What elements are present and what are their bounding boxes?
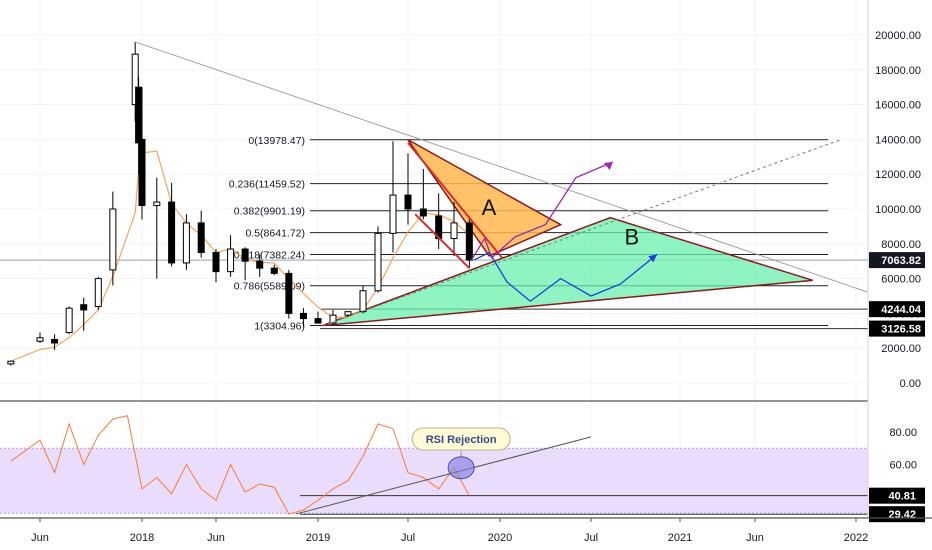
candle-body bbox=[182, 222, 190, 264]
rsi-band bbox=[0, 448, 868, 514]
candle-body bbox=[65, 307, 73, 334]
fib-level-label: 0(13978.47) bbox=[248, 135, 305, 147]
rsi-tick-label: 60.00 bbox=[889, 460, 917, 472]
time-axis[interactable]: Jun 2018 Jun 2019 Jul 2020 Jul 2021 Jun 2022 bbox=[0, 517, 932, 544]
triangle-zones bbox=[322, 139, 813, 327]
price-tag-box bbox=[869, 252, 925, 269]
fib-level-label: 0.382(9901.19) bbox=[234, 206, 305, 218]
bullish-arrow-head bbox=[603, 162, 613, 171]
triangle-zone-b bbox=[322, 216, 813, 327]
candle-body bbox=[138, 138, 146, 207]
fib-level-label: 0.236(11459.52) bbox=[229, 179, 305, 191]
candle-body bbox=[270, 267, 278, 274]
candle-body bbox=[359, 290, 367, 313]
long-term-trendline bbox=[135, 41, 931, 314]
time-tick-label: 2018 bbox=[130, 532, 154, 544]
candle-body bbox=[285, 272, 293, 314]
candle-body bbox=[94, 278, 102, 307]
time-tick-label: Jun bbox=[31, 532, 49, 544]
candle-body bbox=[109, 208, 117, 271]
price-tag-label: 3126.58 bbox=[881, 324, 921, 336]
fib-level-label: 0.618(7382.24) bbox=[234, 250, 305, 262]
fib-level-label: 0.5(8641.72) bbox=[245, 228, 305, 240]
candle-body bbox=[299, 312, 307, 320]
price-tag-box bbox=[869, 320, 925, 337]
triangle-zone-a bbox=[407, 139, 563, 257]
rsi-trendline bbox=[295, 436, 592, 515]
rsi-rejection-marker bbox=[447, 456, 475, 480]
candle-body bbox=[450, 222, 458, 240]
time-tick-label: Jul bbox=[401, 532, 415, 544]
time-tick-label: 2019 bbox=[306, 532, 330, 544]
rsi-panel: RSI Rejection bbox=[0, 400, 932, 515]
range-arrow-head bbox=[648, 254, 658, 263]
price-tick-label: 20000.00 bbox=[875, 30, 921, 42]
candle-body bbox=[212, 252, 220, 273]
candle-body bbox=[36, 337, 44, 342]
candle-body bbox=[256, 260, 264, 269]
candle-body bbox=[241, 248, 249, 262]
candle-body bbox=[80, 304, 88, 311]
candle-body bbox=[51, 339, 59, 344]
time-tick-label: Jun bbox=[207, 532, 225, 544]
candlesticks bbox=[7, 41, 473, 366]
channel-lower-line bbox=[414, 213, 471, 269]
rsi-tag-label: 40.81 bbox=[888, 491, 916, 503]
price-tag-label: 4244.04 bbox=[881, 304, 922, 316]
candle-body bbox=[389, 194, 397, 234]
channel-upper-line bbox=[407, 142, 503, 259]
price-tick-label: 14000.00 bbox=[875, 134, 921, 146]
time-tick-label: 2020 bbox=[488, 532, 512, 544]
time-tick-label: Jun bbox=[746, 532, 764, 544]
time-tick-label: 2021 bbox=[668, 532, 692, 544]
fib-level-label: 0.786(5589.09) bbox=[234, 281, 305, 293]
candle-body bbox=[404, 194, 412, 210]
candle-body bbox=[197, 222, 205, 253]
candle-body bbox=[419, 208, 427, 217]
price-tick-label: 10000.00 bbox=[875, 204, 921, 216]
candle-body bbox=[314, 318, 322, 324]
zone-label-a: A bbox=[482, 195, 497, 220]
candle-body bbox=[344, 311, 352, 316]
bullish-projection-path bbox=[470, 161, 614, 261]
candle-body bbox=[135, 86, 143, 144]
candle-body bbox=[153, 201, 161, 207]
fib-level-label: 1(3304.96) bbox=[254, 320, 305, 332]
rsi-tag-box bbox=[869, 487, 925, 504]
price-tick-label: 2000.00 bbox=[881, 343, 921, 355]
price-tick-label: 12000.00 bbox=[875, 169, 921, 181]
trend-drawings: AB bbox=[135, 41, 931, 327]
rsi-line bbox=[10, 415, 470, 515]
rsi-tick-label: 80.00 bbox=[889, 427, 917, 439]
price-axis[interactable]: 0.002000.004000.006000.008000.0010000.00… bbox=[867, 0, 932, 523]
price-tick-label: 8000.00 bbox=[881, 239, 921, 251]
candle-body bbox=[329, 314, 337, 324]
range-projection-path bbox=[473, 251, 658, 303]
price-tick-label: 0.00 bbox=[900, 378, 921, 390]
zone-label-b: B bbox=[624, 225, 639, 250]
price-tick-label: 6000.00 bbox=[881, 274, 921, 286]
price-tag-box bbox=[869, 301, 925, 318]
candle-body bbox=[227, 248, 235, 273]
candle-body bbox=[374, 232, 382, 292]
candle-body bbox=[7, 360, 15, 365]
price-tag-label: 7063.82 bbox=[881, 255, 921, 267]
time-tick-label: Jul bbox=[584, 532, 598, 544]
dashed-support-trendline bbox=[322, 138, 842, 327]
price-tick-label: 16000.00 bbox=[875, 100, 921, 112]
candle-body bbox=[465, 222, 473, 261]
candle-body bbox=[168, 201, 176, 264]
price-tick-label: 18000.00 bbox=[875, 65, 921, 77]
rsi-tag-label: 29.42 bbox=[888, 509, 916, 521]
callout-label: RSI Rejection bbox=[426, 434, 497, 446]
callout-bubble bbox=[411, 427, 511, 451]
time-tick-label: 2022 bbox=[844, 532, 868, 544]
